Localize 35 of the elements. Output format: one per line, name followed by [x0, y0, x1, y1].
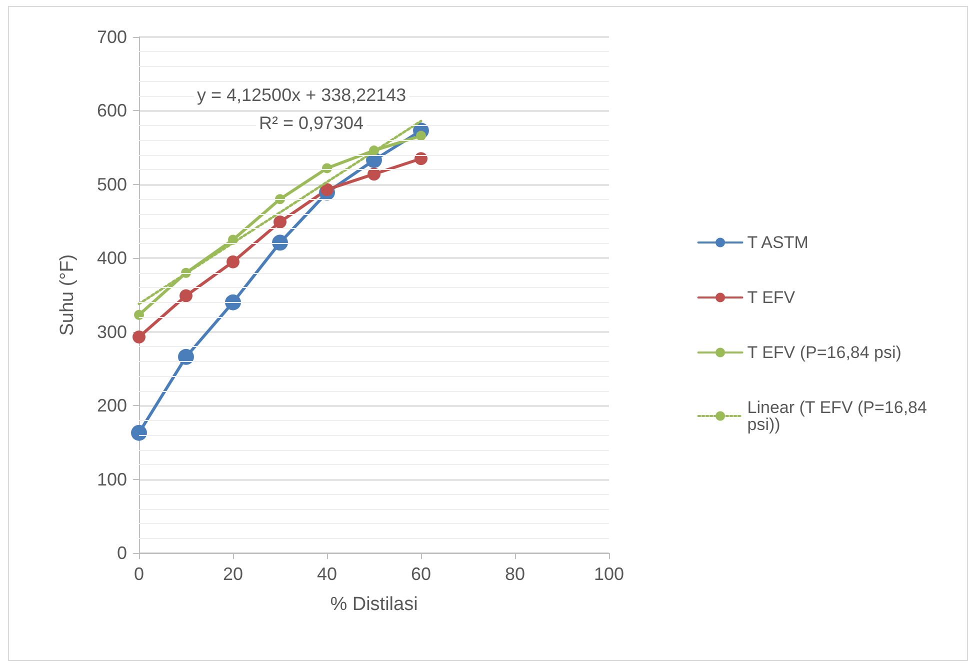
point: [132, 330, 146, 344]
point: [274, 216, 286, 229]
y-tick-label: 500: [96, 174, 127, 194]
y-tick-label: 0: [116, 543, 127, 563]
y-axis-title: Suhu (°F): [57, 254, 78, 336]
point: [272, 234, 288, 251]
x-tick-label: 0: [134, 564, 144, 584]
x-tick-label: 80: [504, 564, 526, 584]
x-tick-label: 60: [410, 564, 432, 584]
legend-label: T EFV (P=16,84 psi): [747, 343, 902, 362]
legend-label: Linear (T EFV (P=16,84 psi)): [747, 398, 932, 434]
point: [180, 289, 192, 302]
point: [416, 130, 426, 141]
point: [225, 294, 241, 310]
point: [368, 168, 380, 181]
point: [414, 152, 428, 166]
point: [134, 310, 144, 320]
y-tick-label: 100: [96, 469, 127, 490]
x-tick-label: 100: [594, 564, 624, 584]
annotation: R² = 0,97304: [259, 113, 364, 133]
point: [131, 424, 147, 441]
y-tick-label: 300: [96, 322, 127, 342]
y-tick-label: 600: [96, 100, 127, 121]
point: [178, 348, 194, 365]
x-tick-label: 20: [222, 564, 244, 584]
y-tick-label: 700: [96, 27, 127, 47]
y-tick-label: 200: [96, 396, 127, 416]
y-tick-label: 400: [96, 248, 127, 268]
point: [226, 255, 240, 268]
x-axis-title: % Distilasi: [330, 594, 418, 615]
point: [320, 183, 334, 196]
legend-label: T EFV: [747, 288, 796, 307]
legend-label: T ASTM: [747, 233, 808, 252]
annotation: y = 4,12500x + 338,22143: [197, 85, 406, 105]
x-tick-label: 40: [316, 564, 338, 584]
